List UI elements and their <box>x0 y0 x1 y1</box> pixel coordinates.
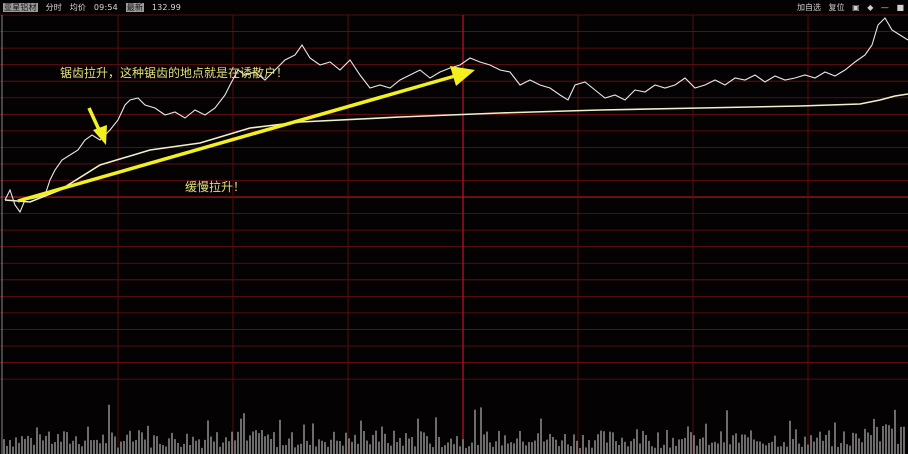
annotation-sawtooth: 锯齿拉升，这种锯齿的地点就是在诱散户！ <box>60 66 289 80</box>
window-icon[interactable]: ■ <box>896 3 904 12</box>
mode-label: 分时 <box>45 3 62 12</box>
trend-arrow-shaft <box>17 74 456 203</box>
diamond-icon[interactable]: ◆ <box>867 3 874 12</box>
minus-icon[interactable]: — <box>880 3 889 12</box>
time-readout: 09:54 <box>93 3 118 12</box>
pointer-arrow-shaft <box>87 107 102 133</box>
reset-button[interactable]: 复位 <box>828 3 845 12</box>
latest-price: 132.99 <box>151 3 182 12</box>
pointer-arrowhead <box>93 125 107 145</box>
chart-toolbar: 加自选 复位 ▣ ◆ — ■ <box>792 2 904 13</box>
latest-label: 最新 <box>125 3 145 12</box>
stock-name: 亚星铝材 <box>3 3 38 12</box>
trend-arrowhead <box>450 66 475 86</box>
avg-label: 均价 <box>69 3 87 12</box>
average-price-line <box>4 93 908 203</box>
chart-header: 亚星铝材 分时 均价 09:54 最新 132.99 <box>3 2 186 13</box>
annotation-slow-rise: 缓慢拉升！ <box>185 180 246 194</box>
add-watchlist-button[interactable]: 加自选 <box>796 3 821 12</box>
price-line <box>4 17 908 214</box>
lock-icon[interactable]: ▣ <box>852 3 860 12</box>
